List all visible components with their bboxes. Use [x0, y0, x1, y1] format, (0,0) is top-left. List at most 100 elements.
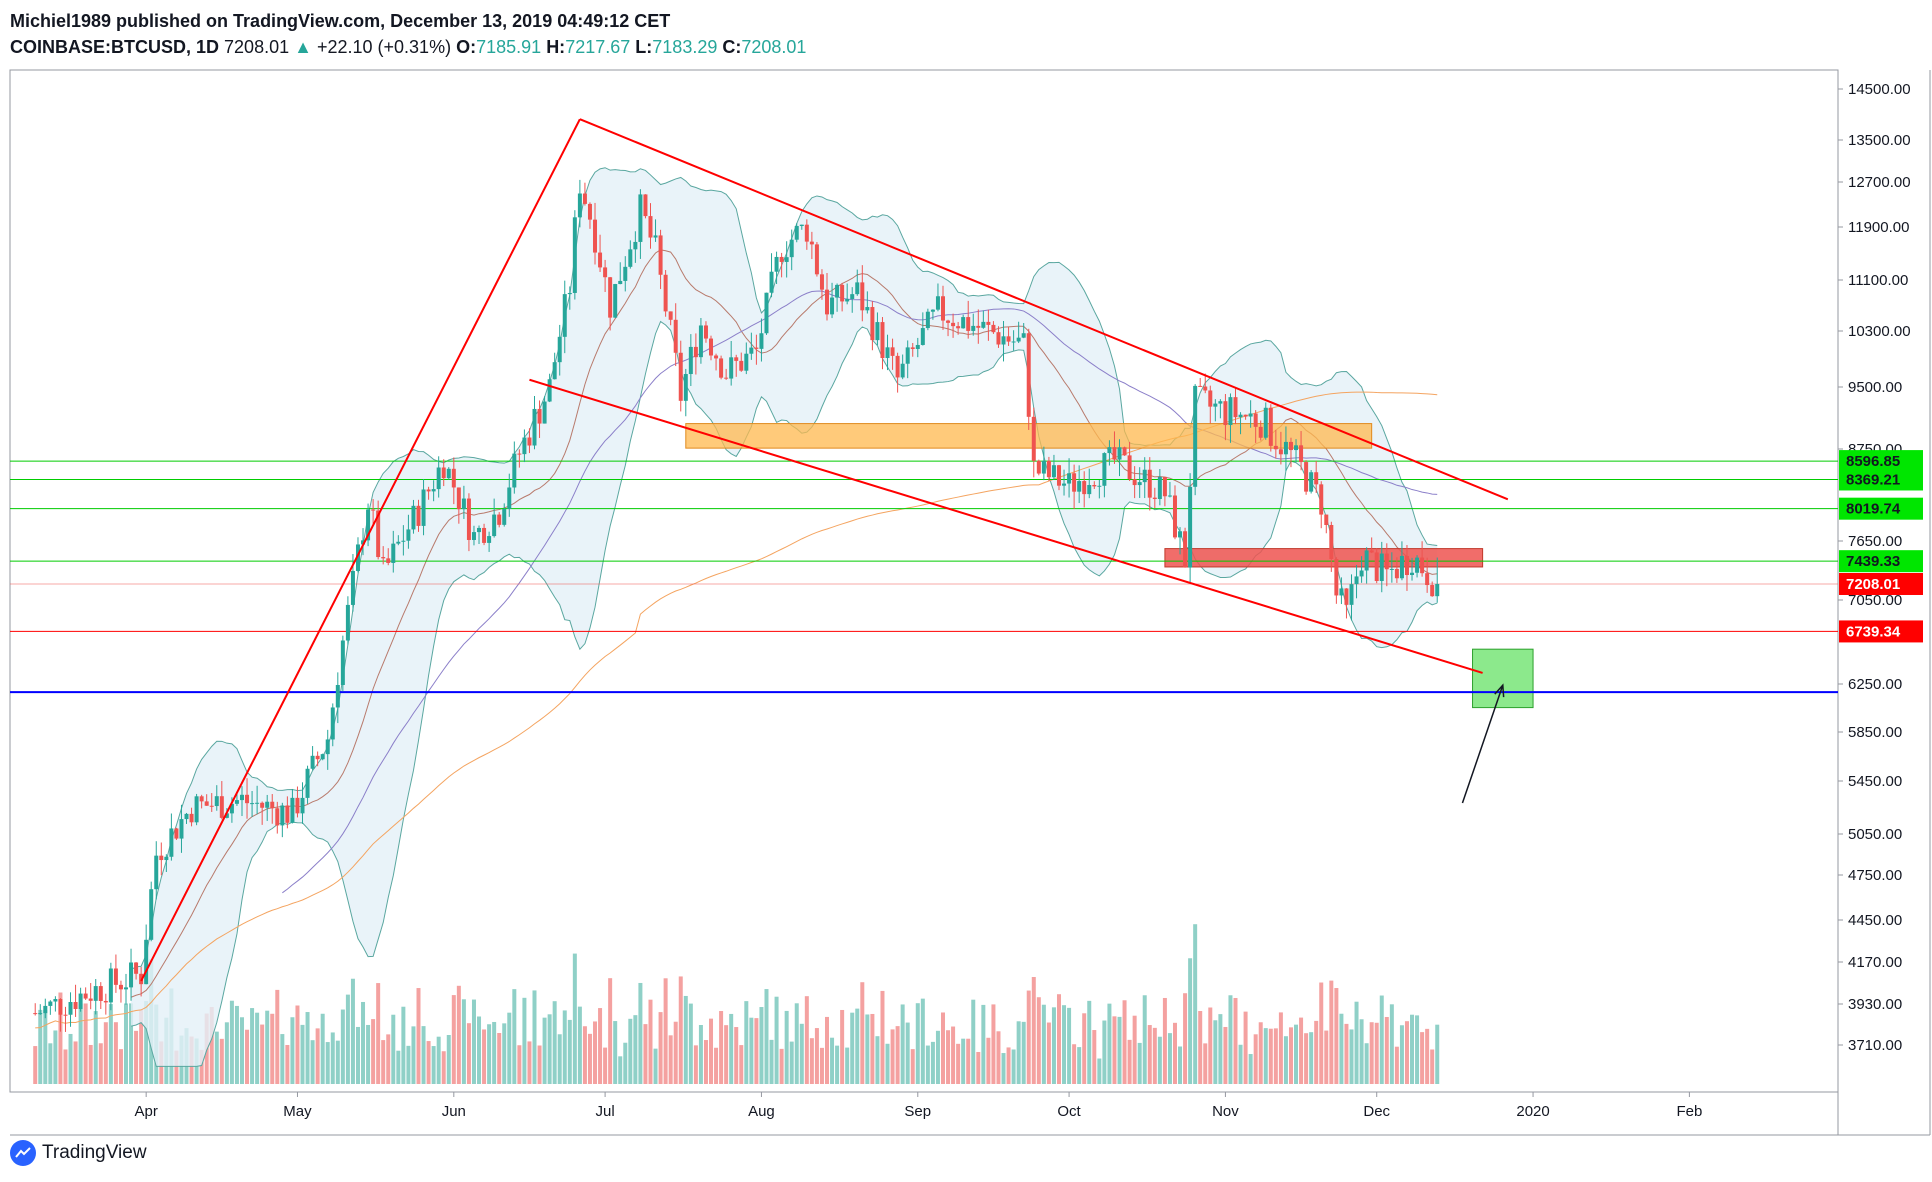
volume-bar — [819, 1047, 824, 1084]
volume-bar — [1394, 1046, 1399, 1084]
candle-body — [1263, 407, 1268, 438]
symbol-label[interactable]: COINBASE:BTCUSD, 1D — [10, 37, 220, 57]
volume-bar — [991, 1004, 996, 1084]
volume-bar — [1233, 997, 1238, 1084]
volume-bar — [905, 1022, 910, 1084]
candle-body — [103, 1000, 108, 1003]
candle-body — [1399, 555, 1404, 579]
chart-header: Michiel1989 published on TradingView.com… — [10, 8, 806, 60]
candle-body — [1435, 583, 1440, 597]
volume-bar — [426, 1041, 431, 1084]
volume-bar — [582, 1026, 587, 1084]
candle-body — [779, 256, 784, 262]
candle-body — [224, 813, 229, 818]
candle-body — [794, 226, 799, 240]
y-tick-label: 4750.00 — [1848, 867, 1902, 884]
volume-bar — [658, 1012, 663, 1084]
candle-body — [895, 355, 900, 378]
candle-body — [315, 755, 320, 760]
tradingview-brand[interactable]: TradingView — [10, 1140, 147, 1166]
volume-bar — [1243, 1011, 1248, 1084]
candle-body — [214, 796, 219, 807]
volume-bar — [683, 995, 688, 1084]
price-tag — [1839, 497, 1923, 520]
volume-bar — [1172, 1022, 1177, 1084]
channel-lower — [529, 378, 1483, 674]
candle-body — [663, 274, 668, 312]
volume-bar — [48, 1043, 53, 1084]
candle-body — [1329, 525, 1334, 559]
y-tick-label: 6250.00 — [1848, 676, 1902, 693]
volume-bar — [108, 1004, 113, 1084]
volume-bar — [78, 1003, 83, 1084]
candle-body — [164, 856, 169, 861]
y-tick-label: 7050.00 — [1848, 592, 1902, 609]
volume-bar — [835, 1045, 840, 1084]
candle-body — [946, 320, 951, 323]
candle-body — [996, 332, 1001, 345]
candle-body — [557, 336, 562, 363]
candle-body — [345, 604, 350, 641]
candle-body — [1132, 479, 1137, 486]
volume-bar — [1152, 1027, 1157, 1084]
volume-bar — [643, 1024, 648, 1084]
candle-body — [285, 805, 290, 823]
candle-body — [497, 514, 502, 525]
ma-20-line — [130, 249, 1438, 998]
candle-body — [885, 347, 890, 359]
candle-body — [98, 986, 103, 1001]
candle-body — [466, 498, 471, 540]
y-tick-label: 5450.00 — [1848, 773, 1902, 790]
volume-bar — [678, 976, 683, 1084]
candle-body — [512, 453, 517, 488]
volume-bar — [1253, 1034, 1258, 1084]
candle-body — [411, 505, 416, 530]
candle-body — [830, 297, 835, 315]
volume-bar — [1334, 988, 1339, 1084]
volume-bar — [497, 1032, 502, 1084]
volume-bar — [709, 1018, 714, 1084]
brand-name: TradingView — [42, 1142, 147, 1163]
volume-bar — [698, 1025, 703, 1084]
x-tick-label: Jul — [596, 1103, 615, 1120]
candle-body — [759, 333, 764, 349]
volume-bar — [744, 1001, 749, 1084]
close-label: C: — [722, 37, 742, 57]
candle-body — [1404, 555, 1409, 576]
candle-body — [991, 324, 996, 333]
candle-body — [507, 487, 512, 509]
candle-body — [719, 358, 724, 378]
volume-bar — [250, 1008, 255, 1084]
volume-bar — [522, 997, 527, 1084]
close-value: 7208.01 — [741, 37, 807, 57]
volume-bar — [971, 999, 976, 1084]
volume-bar — [224, 1022, 229, 1084]
candle-body — [598, 252, 603, 268]
volume-bar — [1077, 1047, 1082, 1084]
ohlc-line: COINBASE:BTCUSD, 1D 7208.01 ▲ +22.10 (+0… — [10, 34, 806, 60]
candle-body — [845, 298, 850, 302]
volume-bar — [446, 1035, 451, 1084]
candle-body — [1082, 481, 1087, 495]
volume-bar — [648, 999, 653, 1084]
candle-body — [850, 294, 855, 299]
volume-bar — [915, 1003, 920, 1084]
volume-bar — [265, 1010, 270, 1084]
candle-body — [678, 352, 683, 401]
volume-bar — [794, 1003, 799, 1084]
volume-bar — [421, 1026, 426, 1084]
volume-bar — [290, 1017, 295, 1084]
candle-body — [391, 543, 396, 563]
volume-bar — [174, 1050, 179, 1084]
candle-body — [446, 468, 451, 479]
volume-bar — [1263, 1028, 1268, 1084]
candle-body — [129, 962, 134, 988]
volume-bar — [1319, 982, 1324, 1084]
volume-bar — [98, 1043, 103, 1084]
candle-body — [335, 684, 340, 708]
candle-body — [396, 541, 401, 544]
volume-bar — [1415, 1015, 1420, 1084]
candle-body — [376, 510, 381, 558]
volume-bar — [1036, 997, 1041, 1084]
